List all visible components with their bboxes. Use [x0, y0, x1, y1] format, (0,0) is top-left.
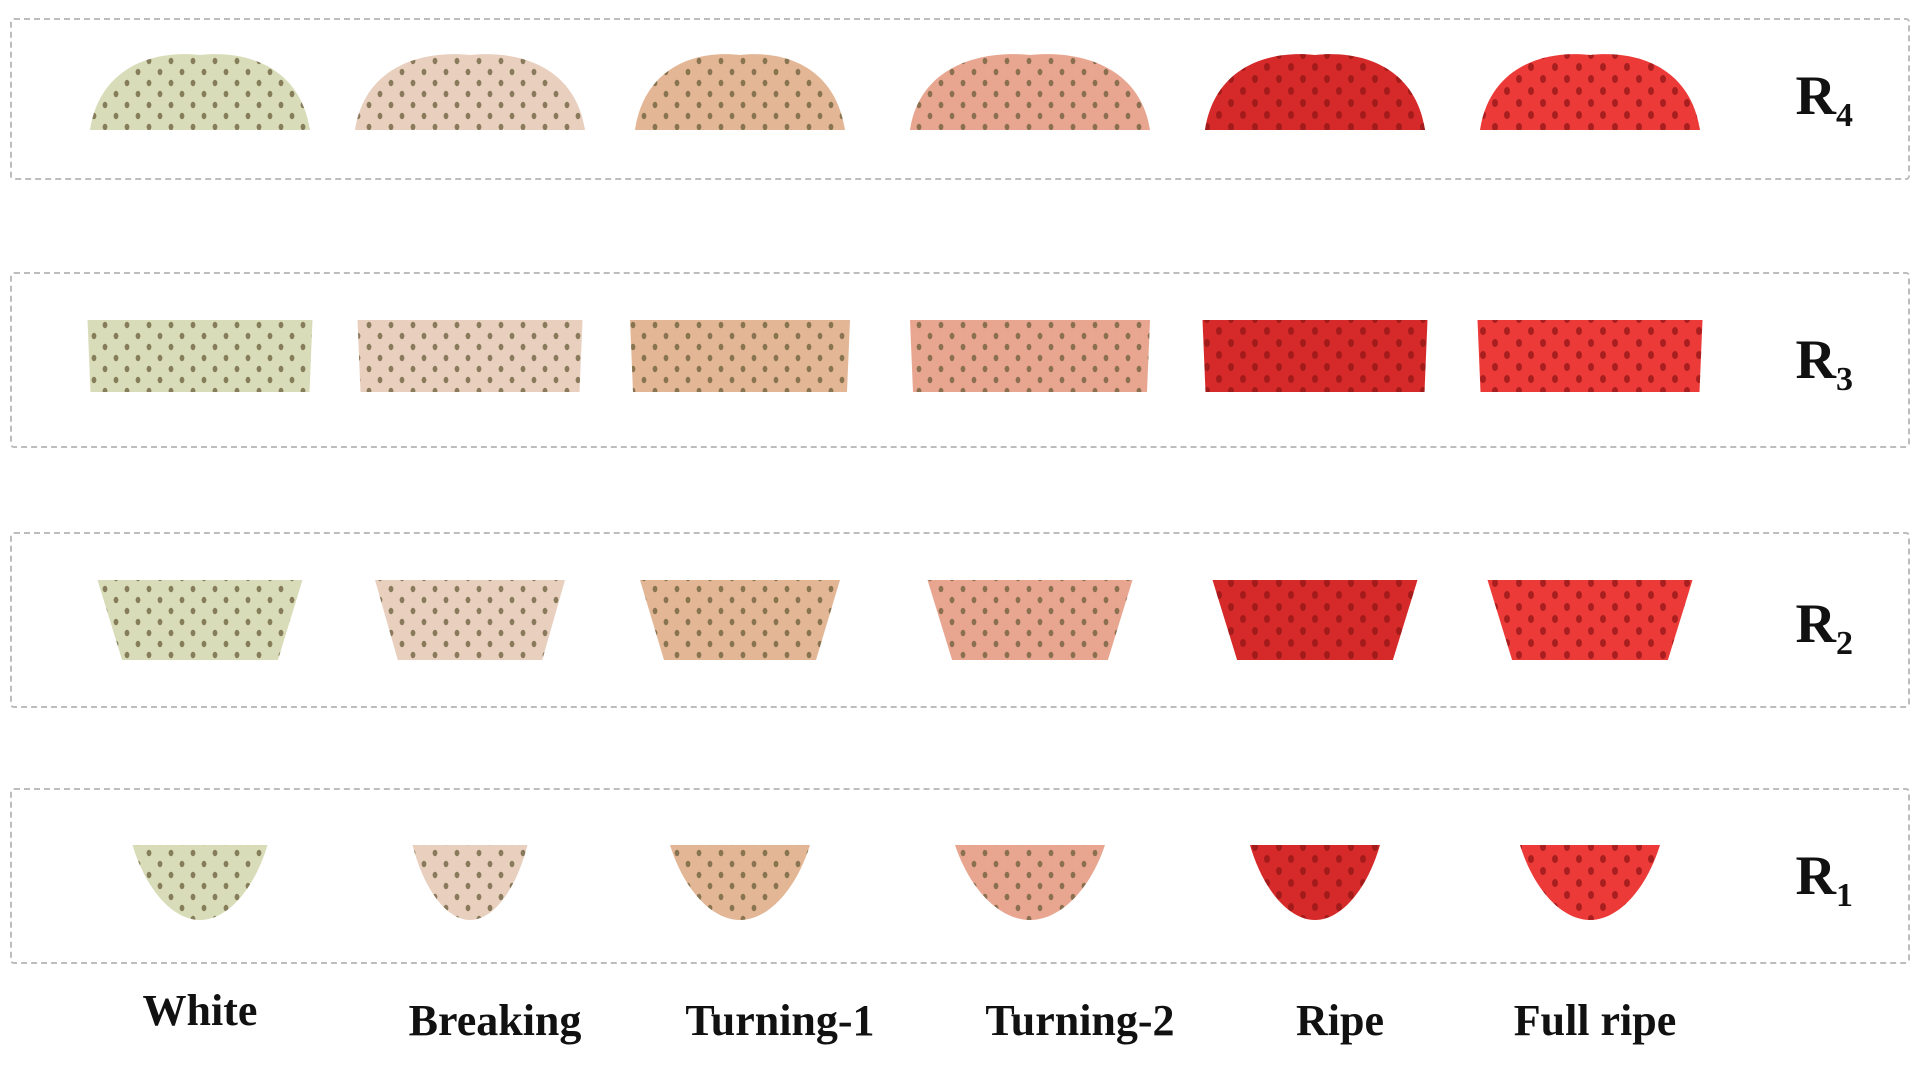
strawberry-seeds-r1-2 [412, 845, 528, 920]
strawberry-seeds-r4-1 [90, 54, 310, 130]
strawberry-seeds-r1-6 [1520, 845, 1660, 920]
strawberry-seeds-r3-6 [1477, 320, 1703, 392]
strawberry-seeds-r3-2 [357, 320, 583, 392]
strawberry-seeds-r1-3 [670, 845, 810, 920]
strawberry-seeds-r2-1 [97, 580, 303, 660]
strawberry-seeds-r1-5 [1250, 845, 1380, 920]
strawberry-seeds-r4-4 [910, 54, 1150, 130]
row-box-r4 [10, 18, 1910, 180]
stage-label-breaking: Breaking [408, 996, 582, 1045]
strawberry-seeds-r4-2 [355, 54, 585, 130]
stage-label-white: White [142, 986, 258, 1035]
strawberry-seeds-r3-1 [87, 320, 313, 392]
row-label-r4: R4 [1795, 65, 1853, 134]
stage-label-ripe: Ripe [1296, 996, 1384, 1045]
strawberry-seeds-r2-2 [375, 580, 565, 660]
strawberry-seeds-r1-1 [132, 845, 268, 920]
strawberry-seeds-r3-4 [910, 320, 1150, 392]
strawberry-seeds-r2-5 [1212, 580, 1418, 660]
strawberry-seeds-r1-4 [955, 845, 1105, 920]
stage-label-full-ripe: Full ripe [1513, 996, 1677, 1045]
row-label-r3: R3 [1795, 329, 1853, 398]
stage-label-turning-1: Turning-1 [685, 996, 875, 1045]
strawberry-seeds-r4-3 [635, 54, 845, 130]
strawberry-seeds-r2-6 [1487, 580, 1693, 660]
stage-label-turning-2: Turning-2 [985, 996, 1175, 1045]
row-box-r1 [10, 788, 1910, 964]
strawberry-seeds-r3-5 [1202, 320, 1428, 392]
strawberry-seeds-r2-4 [927, 580, 1133, 660]
row-box-r3 [10, 272, 1910, 448]
row-label-r2: R2 [1795, 593, 1853, 662]
row-box-r2 [10, 532, 1910, 708]
strawberry-seeds-r2-3 [640, 580, 840, 660]
strawberry-seeds-r4-6 [1480, 54, 1700, 130]
strawberry-seeds-r3-3 [630, 320, 850, 392]
row-label-r1: R1 [1795, 845, 1853, 914]
strawberry-seeds-r4-5 [1205, 54, 1425, 130]
